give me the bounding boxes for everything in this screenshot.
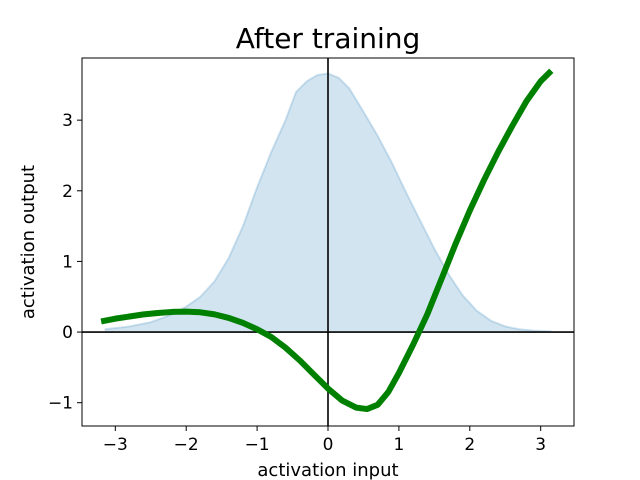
x-tick-label: −3 xyxy=(103,435,128,455)
x-tick-label: 0 xyxy=(323,435,334,455)
y-axis-label: activation output xyxy=(18,165,39,319)
plot-frame xyxy=(81,57,575,427)
y-tick-label: 1 xyxy=(62,252,73,272)
x-tick-label: 2 xyxy=(464,435,475,455)
density-edge xyxy=(104,72,552,333)
x-tick-label: 1 xyxy=(393,435,404,455)
y-tick-label: 0 xyxy=(62,323,73,343)
chart-title: After training xyxy=(236,22,421,55)
y-tick-label: 3 xyxy=(62,111,73,131)
activation-curve xyxy=(100,68,554,413)
plot-layer xyxy=(82,58,574,426)
x-tick-label: −2 xyxy=(174,435,199,455)
tick-layer: −3 −2 −1 0 1 2 3 −1 0 1 2 3 xyxy=(48,111,546,455)
x-tick-label: −1 xyxy=(245,435,270,455)
x-axis-label: activation input xyxy=(257,460,398,480)
y-tick-label: −1 xyxy=(48,394,73,414)
plot-content xyxy=(82,58,574,426)
x-tick-label: 3 xyxy=(535,435,546,455)
y-tick-label: 2 xyxy=(62,182,73,202)
